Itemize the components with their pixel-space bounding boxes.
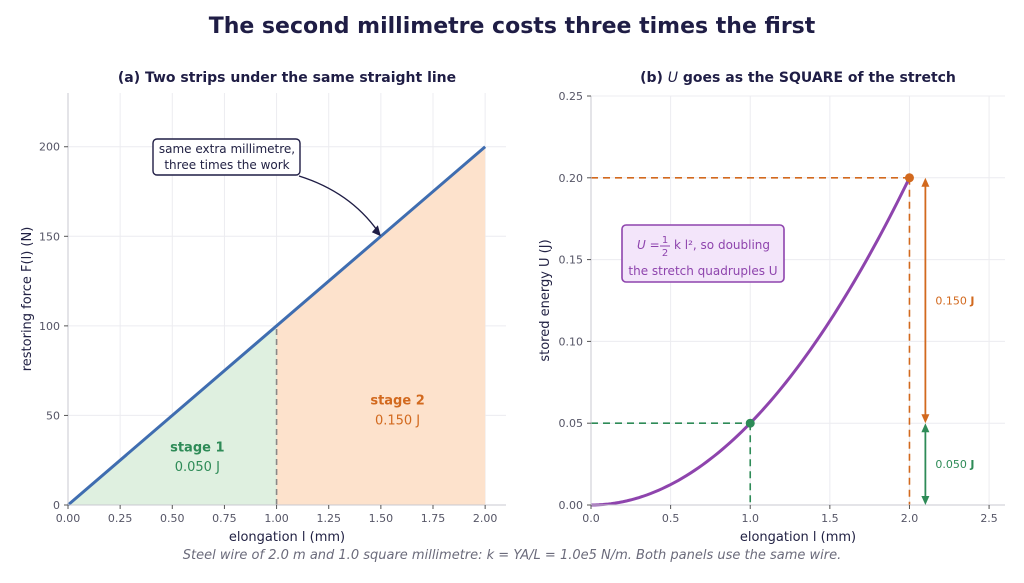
panel-b: (b) U goes as the SQUARE of the stretch … <box>538 70 1005 545</box>
y-tick-label: 0.25 <box>559 90 584 103</box>
formula-line-2: the stretch quadruples U <box>628 264 777 278</box>
panel-b-guides <box>591 177 911 505</box>
panel-b-xlabel: elongation l (mm) <box>740 530 856 545</box>
delta-arrowhead-top <box>921 177 930 187</box>
x-tick-label: 1.0 <box>741 512 759 525</box>
stage-2-value: 0.150 J <box>375 413 420 428</box>
x-tick-label: 1.00 <box>264 512 289 525</box>
panel-a-title: (a) Two strips under the same straight l… <box>118 70 456 86</box>
delta-unit: J <box>969 295 974 308</box>
x-tick-label: 1.25 <box>316 512 341 525</box>
y-tick-label: 0.00 <box>559 499 584 512</box>
x-tick-label: 0.5 <box>662 512 680 525</box>
panel-b-markers <box>745 173 914 428</box>
delta-arrowhead-top <box>921 423 930 433</box>
x-tick-label: 0.25 <box>108 512 133 525</box>
y-tick-label: 50 <box>46 409 60 422</box>
panel-a-ylabel: restoring force F(l) (N) <box>20 227 35 372</box>
figure-caption: Steel wire of 2.0 m and 1.0 square milli… <box>182 548 842 563</box>
marker-stage-1 <box>745 418 755 428</box>
panel-a-xlabel: elongation l (mm) <box>229 530 345 545</box>
delta-label: 0.150 J <box>935 295 974 308</box>
panel-b-title-var: U <box>668 70 678 86</box>
x-tick-label: 0.50 <box>160 512 185 525</box>
panel-b-axes <box>590 96 1005 506</box>
x-tick-label: 1.50 <box>369 512 394 525</box>
y-tick-label: 0.05 <box>559 417 584 430</box>
delta-unit: J <box>969 458 974 471</box>
x-tick-label: 1.75 <box>421 512 446 525</box>
panel-b-ylabel: stored energy U (J) <box>538 239 553 361</box>
annotation-line-1: same extra millimetre, <box>159 142 295 156</box>
formula-suffix: k l², so doubling <box>674 238 770 252</box>
annotation-arrow <box>298 175 379 232</box>
force-line <box>67 145 487 507</box>
x-tick-label: 0.0 <box>582 512 600 525</box>
y-tick-label: 0.15 <box>559 254 584 267</box>
x-tick-label: 2.5 <box>980 512 998 525</box>
formula-frac-den: 2 <box>662 248 668 259</box>
x-tick-label: 2.00 <box>473 512 498 525</box>
y-tick-label: 0.10 <box>559 335 584 348</box>
y-tick-label: 100 <box>39 320 60 333</box>
delta-value: 0.050 <box>935 458 970 471</box>
panel-b-ticks: 0.0 0.5 1.0 1.5 2.0 2.5 0.00 0.05 0.10 0.15 0.20 0.… <box>559 90 998 525</box>
x-tick-label: 1.5 <box>821 512 839 525</box>
delta-arrowhead-bottom <box>921 496 930 505</box>
panel-b-title: (b) U goes as the SQUARE of the stretch <box>640 70 956 86</box>
y-tick-label: 200 <box>39 141 60 154</box>
panel-b-title-suffix: goes as the SQUARE of the stretch <box>678 70 956 86</box>
y-tick-label: 0 <box>53 499 60 512</box>
marker-stage-2 <box>904 173 914 183</box>
panel-a: (a) Two strips under the same straight l… <box>20 70 506 545</box>
formula-line-1: U = <box>637 238 660 252</box>
x-tick-label: 2.0 <box>901 512 919 525</box>
delta-value: 0.150 <box>935 295 970 308</box>
annotation-line-2: three times the work <box>164 158 289 172</box>
formula-box: U = 1 2 k l², so doubling the stretch qu… <box>621 224 785 283</box>
formula-frac-num: 1 <box>662 235 668 246</box>
panel-b-deltas: 0.050 J0.150 J <box>921 177 974 505</box>
panel-b-title-prefix: (b) <box>640 70 668 86</box>
y-tick-label: 0.20 <box>559 172 584 185</box>
figure-title: The second millimetre costs three times … <box>208 14 816 39</box>
stage-2-area <box>276 146 486 505</box>
stage-1-label: stage 1 <box>170 440 224 455</box>
x-tick-label: 0.75 <box>212 512 237 525</box>
formula-prefix: U = <box>637 238 660 252</box>
delta-label: 0.050 J <box>935 458 974 471</box>
annotation-arrowhead <box>371 225 381 237</box>
x-tick-label: 0.00 <box>56 512 81 525</box>
delta-arrowhead-bottom <box>921 414 930 424</box>
stage-2-label: stage 2 <box>370 394 424 409</box>
y-tick-label: 150 <box>39 230 60 243</box>
panel-a-ticks: 0.00 0.25 0.50 0.75 1.00 1.25 1.50 1.75 2.00 0 50 1… <box>39 141 497 525</box>
annotation-callout: same extra millimetre, three times the w… <box>152 138 381 237</box>
stage-1-value: 0.050 J <box>175 460 220 475</box>
